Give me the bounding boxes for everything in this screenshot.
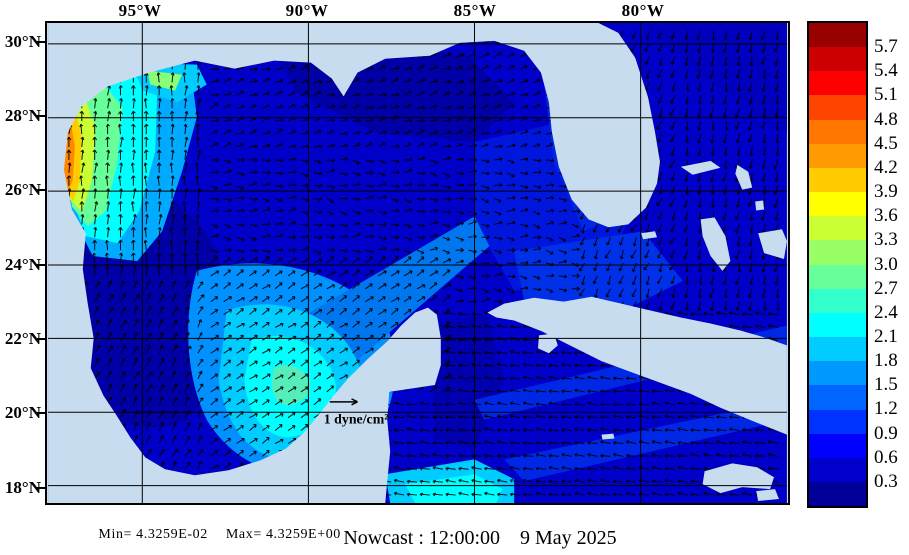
- graticule-gridlines: [48, 23, 787, 503]
- axis-label-top-2: 85°W: [453, 1, 497, 20]
- scale-legend-label: 1 dyne/cm²: [324, 413, 389, 428]
- map-plot-area: 1 dyne/cm²: [45, 21, 790, 505]
- colorbar-band-17: [809, 433, 866, 458]
- ocean-magnitude-patch-23: [147, 70, 182, 91]
- land-bahamas-3: [755, 200, 765, 211]
- axis-tick-left-0: [37, 41, 45, 43]
- gulf-of-mexico-map: 1 dyne/cm²: [48, 23, 787, 503]
- colorbar-tick-label-3.0: 3.0: [874, 253, 898, 275]
- axis-label-left-4: 22°N: [4, 329, 41, 348]
- land-andros: [700, 217, 731, 271]
- axis-label-left-3: 24°N: [4, 255, 41, 274]
- land-island-south: [756, 489, 779, 502]
- land-bahama-bank: [758, 229, 787, 260]
- axis-label-top-1: 90°W: [285, 1, 329, 20]
- colorbar-tick-label-4.5: 4.5: [874, 132, 898, 154]
- colorbar-tick-label-0.6: 0.6: [874, 446, 898, 468]
- colorbar-band-7: [809, 192, 866, 217]
- colorbar-band-0: [809, 23, 866, 48]
- land-florida-keys: [641, 231, 658, 240]
- colorbar-band-15: [809, 385, 866, 410]
- minmax-stats: Min= 4.3259E-02 Max= 4.3259E+00: [82, 511, 341, 555]
- axis-tick-left-3: [37, 264, 45, 266]
- ocean-magnitude-patch-10: [296, 216, 490, 371]
- land-north-america-yucatan: [48, 23, 660, 503]
- axis-label-left-1: 28°N: [4, 106, 41, 125]
- colorbar-tick-label-2.4: 2.4: [874, 301, 898, 323]
- colorbar-tick-label-0.9: 0.9: [874, 422, 898, 444]
- axis-label-top-3: 80°W: [621, 1, 665, 20]
- land-cayman: [601, 433, 615, 440]
- colorbar-tick-label-5.1: 5.1: [874, 84, 898, 106]
- colorbar-tick-label-4.2: 4.2: [874, 156, 898, 178]
- nowcast-caption: Nowcast : 12:00:00 9 May 2025: [343, 527, 617, 549]
- min-label: Min=: [98, 527, 133, 542]
- colorbar-band-3: [809, 95, 866, 120]
- colorbar-band-18: [809, 457, 866, 482]
- colorbar-band-2: [809, 71, 866, 96]
- colorbar-band-16: [809, 409, 866, 434]
- land-bahamas-2: [735, 164, 753, 190]
- colorbar-tick-label-2.1: 2.1: [874, 325, 898, 347]
- colorbar-tick-label-1.8: 1.8: [874, 350, 898, 372]
- colorbar-band-5: [809, 143, 866, 168]
- max-label: Max=: [225, 527, 262, 542]
- colorbar-tick-label-3.3: 3.3: [874, 229, 898, 251]
- colorbar-band-6: [809, 167, 866, 193]
- ocean-magnitude-patch-8: [504, 399, 787, 482]
- land-cuba: [487, 296, 787, 435]
- colorbar-band-1: [809, 47, 866, 72]
- colorbar-tick-label-3.6: 3.6: [874, 205, 898, 227]
- land-bahamas-1: [680, 160, 721, 175]
- axis-label-left-5: 20°N: [4, 403, 41, 422]
- axis-tick-left-5: [37, 412, 45, 414]
- axis-tick-left-2: [37, 189, 45, 191]
- colorbar-tick-label-2.7: 2.7: [874, 277, 898, 299]
- colorbar-tick-label-4.8: 4.8: [874, 108, 898, 130]
- colorbar-band-9: [809, 240, 866, 265]
- axis-label-left-0: 30°N: [4, 32, 41, 51]
- axis-label-left-2: 26°N: [4, 180, 41, 199]
- axis-tick-left-4: [37, 338, 45, 340]
- max-value: 4.3259E+00: [265, 527, 341, 542]
- colorbar: [807, 21, 868, 508]
- colorbar-tick-label-1.5: 1.5: [874, 374, 898, 396]
- colorbar-band-19: [809, 481, 866, 507]
- colorbar-tick-label-5.4: 5.4: [874, 60, 898, 82]
- colorbar-tick-label-3.9: 3.9: [874, 181, 898, 203]
- colorbar-tick-label-5.7: 5.7: [874, 36, 898, 58]
- colorbar-band-13: [809, 337, 866, 362]
- scale-arrow-icon: [329, 398, 358, 406]
- colorbar-band-14: [809, 361, 866, 386]
- axis-label-top-0: 95°W: [118, 1, 162, 20]
- colorbar-band-11: [809, 288, 866, 313]
- colorbar-band-12: [809, 312, 866, 338]
- colorbar-band-10: [809, 264, 866, 289]
- axis-tick-left-1: [37, 115, 45, 117]
- colorbar-tick-label-1.2: 1.2: [874, 398, 898, 420]
- colorbar-tick-label-0.3: 0.3: [874, 470, 898, 492]
- axis-label-left-6: 18°N: [4, 478, 41, 497]
- colorbar-band-8: [809, 216, 866, 241]
- min-value: 4.3259E-02: [136, 527, 208, 542]
- axis-tick-left-6: [37, 487, 45, 489]
- colorbar-band-4: [809, 119, 866, 144]
